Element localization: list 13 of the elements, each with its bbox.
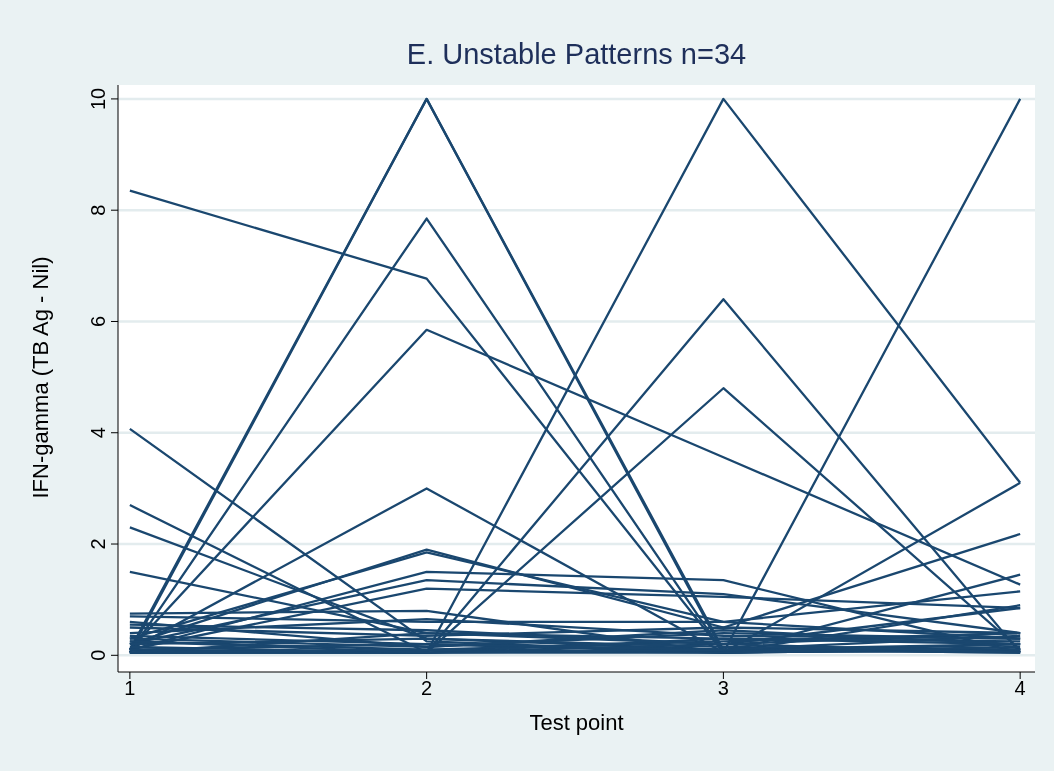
y-tick-label: 8	[87, 204, 109, 216]
y-tick-label: 0	[87, 649, 109, 661]
y-tick-label: 10	[87, 87, 109, 111]
x-tick-label: 1	[124, 677, 136, 700]
y-tick-label: 2	[87, 538, 109, 550]
y-tick-label: 4	[87, 427, 109, 439]
x-tick-label: 3	[717, 677, 729, 700]
x-tick-label: 2	[421, 677, 433, 700]
y-tick-label: 6	[87, 315, 109, 328]
x-axis-title: Test point	[529, 710, 624, 735]
x-tick-label: 4	[1014, 677, 1026, 700]
chart-title: E. Unstable Patterns n=34	[405, 38, 748, 71]
y-axis-title: IFN-gamma (TB Ag - Nil)	[27, 256, 53, 499]
